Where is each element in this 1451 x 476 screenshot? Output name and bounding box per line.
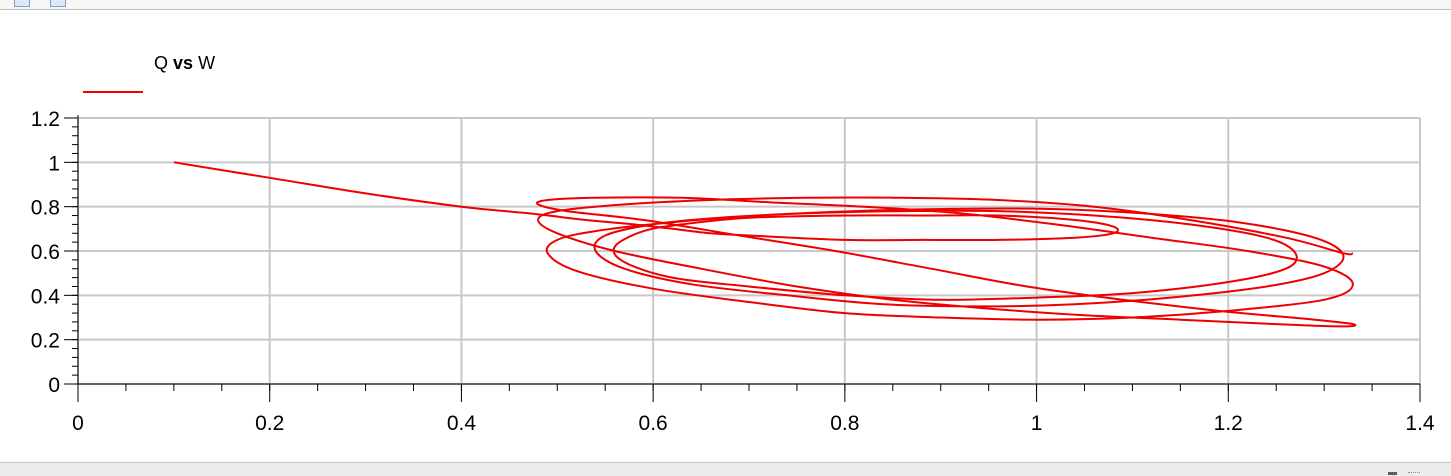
grid-lines [77, 117, 1421, 385]
y-tick-label: 1.2 [31, 108, 60, 131]
axes: 0 0.2 0.4 0.6 0.8 1 1.2 1.4 0 0.2 0.4 0.6 0.8 1 1.2 [31, 108, 1435, 435]
x-tick-label: 0 [72, 412, 84, 435]
x-tick-label: 1.4 [1405, 412, 1435, 435]
bottom-toolbar [0, 462, 1451, 476]
series-layer [173, 161, 1357, 328]
grip-dots-icon[interactable] [1408, 472, 1420, 476]
legend-middle: vs [173, 53, 194, 73]
legend-label: Q vs W [154, 53, 215, 74]
legend-left: Q [154, 53, 169, 73]
series-line-q-vs-w [173, 161, 1357, 328]
y-tick-label: 0.6 [31, 241, 60, 264]
x-tick-label: 0.4 [447, 412, 477, 435]
y-tick-label: 0.8 [31, 197, 60, 220]
x-tick-label: 1.2 [1214, 412, 1243, 435]
x-tick-label: 1 [1031, 412, 1043, 435]
x-tick-label: 0.2 [255, 412, 284, 435]
y-tick-label: 0.4 [31, 285, 61, 308]
x-tick-label: 0.6 [639, 412, 668, 435]
y-tick-label: 1 [48, 152, 60, 175]
toolbar-button[interactable] [50, 0, 66, 7]
toolbar-button[interactable] [14, 0, 30, 7]
top-toolbar [0, 0, 1451, 10]
y-tick-label: 0.2 [31, 330, 60, 353]
x-tick-label: 0.8 [830, 412, 859, 435]
y-tick-label: 0 [48, 374, 60, 397]
resize-handle-icon[interactable] [1388, 472, 1397, 475]
legend-right: W [198, 53, 216, 73]
